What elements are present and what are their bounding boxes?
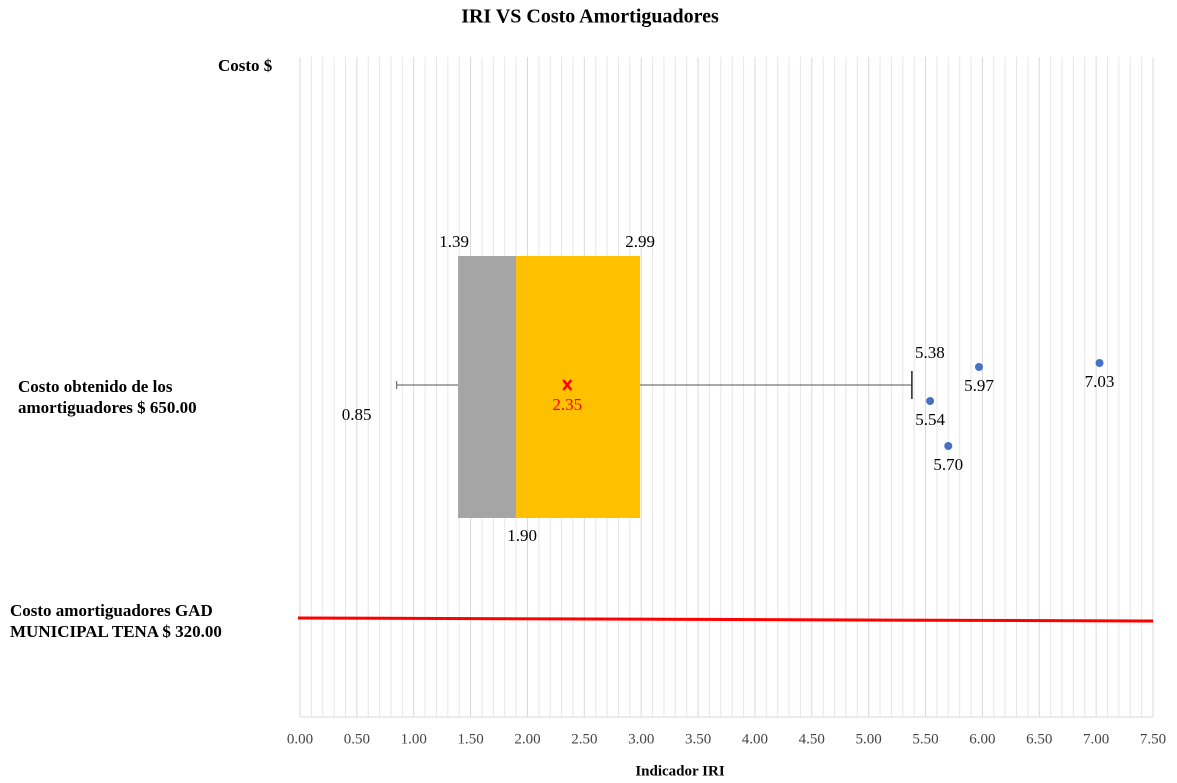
outlier <box>974 363 983 371</box>
x-tick-label: 7.00 <box>1083 731 1109 747</box>
data-label: 2.35 <box>552 395 582 414</box>
x-tick-label: 4.00 <box>742 731 768 747</box>
x-axis-label: Indicador IRI <box>635 763 724 779</box>
data-label: 0.85 <box>342 405 372 424</box>
category-label: Costo amortiguadores GAD MUNICIPAL TENA … <box>10 601 222 641</box>
data-label: 2.99 <box>625 232 655 251</box>
x-tick-label: 1.00 <box>401 731 427 747</box>
x-tick-label: 0.50 <box>344 731 370 747</box>
x-tick-label: 2.00 <box>514 731 540 747</box>
box-upper <box>516 256 641 518</box>
reference-line <box>297 616 1154 623</box>
category-label: Costo obtenido de los amortiguadores $ 6… <box>18 377 197 417</box>
x-tick-label: 0.00 <box>287 731 313 747</box>
data-label: 1.90 <box>507 526 537 545</box>
mean-marker <box>562 379 573 391</box>
data-label: 5.54 <box>915 410 945 429</box>
x-tick-label: 1.50 <box>457 731 483 747</box>
x-tick-label: 6.50 <box>1026 731 1052 747</box>
outlier <box>1095 359 1104 367</box>
box-lower <box>458 256 517 518</box>
data-label: 5.97 <box>964 376 994 395</box>
x-tick-label: 6.00 <box>969 731 995 747</box>
x-tick-label: 3.50 <box>685 731 711 747</box>
x-tick-label: 2.50 <box>571 731 597 747</box>
x-tick-label: 4.50 <box>799 731 825 747</box>
outlier <box>944 442 953 450</box>
data-label: 5.70 <box>933 455 963 474</box>
data-label: 1.39 <box>439 232 469 251</box>
data-label: 5.38 <box>915 343 945 362</box>
x-tick-label: 7.50 <box>1140 731 1166 747</box>
x-tick-label: 5.00 <box>856 731 882 747</box>
chart-title: IRI VS Costo Amortiguadores <box>461 6 719 28</box>
category-label: Costo $ <box>218 56 273 75</box>
x-tick-label: 3.00 <box>628 731 654 747</box>
outlier <box>926 397 935 405</box>
x-tick-label: 5.50 <box>912 731 938 747</box>
data-label: 7.03 <box>1085 372 1115 391</box>
